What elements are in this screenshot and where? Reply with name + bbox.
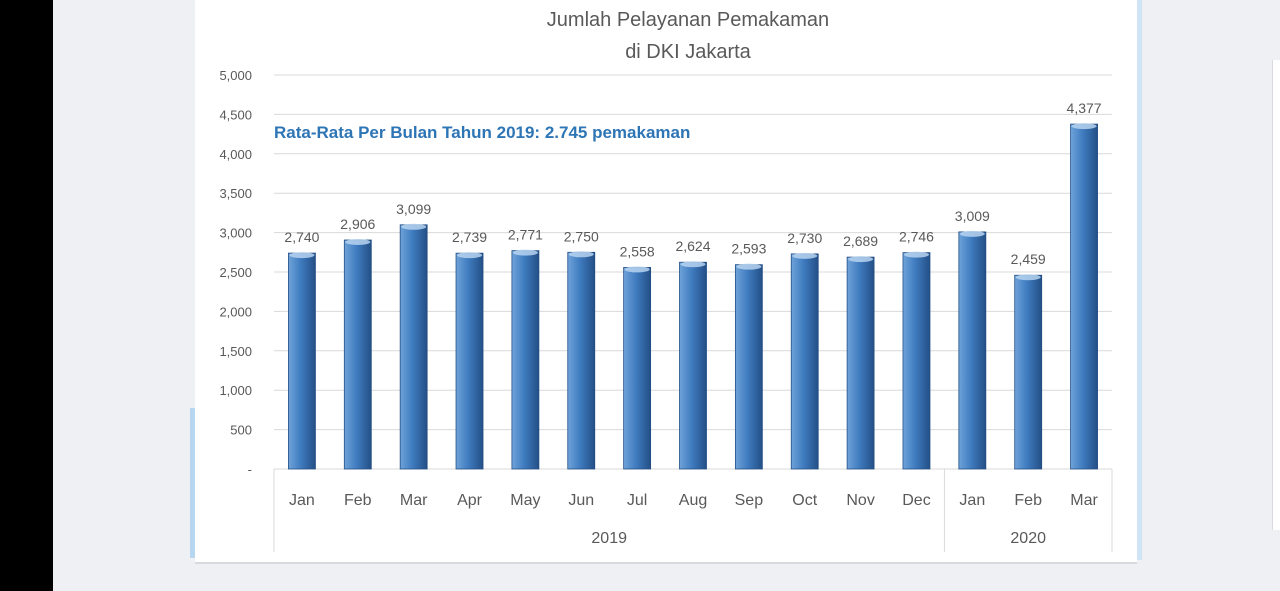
bar — [455, 252, 484, 470]
bar — [511, 250, 540, 470]
left-black-bar — [0, 0, 53, 591]
data-label: 2,750 — [564, 228, 599, 244]
data-label: 3,009 — [955, 208, 990, 224]
left-blue-edge — [190, 408, 195, 558]
x-tick-label: Jun — [568, 492, 594, 509]
y-tick-label: - — [248, 462, 252, 477]
bar-top-highlight — [401, 223, 427, 230]
bar — [734, 264, 763, 470]
bar-top-highlight — [345, 239, 371, 246]
group-label: 2019 — [591, 530, 627, 547]
data-label: 2,558 — [620, 243, 655, 259]
data-label: 2,771 — [508, 227, 543, 243]
bar-top-highlight — [792, 252, 818, 259]
x-tick-label: Jul — [627, 492, 647, 509]
bar — [567, 251, 596, 470]
bar — [343, 239, 372, 470]
bar — [790, 253, 819, 470]
x-tick-label: Sep — [735, 492, 764, 509]
chart-title-line1: Jumlah Pelayanan Pemakaman — [547, 9, 829, 31]
bar — [846, 256, 875, 470]
bar-top-highlight — [1015, 274, 1041, 281]
bar — [623, 267, 652, 470]
chart-title-line2: di DKI Jakarta — [625, 41, 751, 63]
bar-top-highlight — [680, 261, 706, 268]
data-label: 2,906 — [340, 216, 375, 232]
bar — [1070, 123, 1098, 470]
bar — [288, 252, 316, 470]
y-tick-label: 500 — [230, 423, 252, 438]
data-label: 2,739 — [452, 229, 487, 245]
x-tick-label: Aug — [679, 492, 707, 509]
data-label: 2,624 — [675, 238, 710, 254]
right-blue-edge — [1137, 0, 1142, 560]
data-label: 2,746 — [899, 229, 934, 245]
y-tick-label: 2,000 — [219, 304, 252, 319]
bar-top-highlight — [903, 251, 929, 258]
y-tick-label: 3,500 — [219, 186, 252, 201]
x-tick-label: May — [510, 492, 540, 509]
bar-top-highlight — [736, 263, 762, 270]
y-tick-label: 4,000 — [219, 147, 252, 162]
x-tick-label: Jan — [289, 492, 315, 509]
data-label: 2,730 — [787, 230, 822, 246]
x-tick-label: Mar — [1070, 492, 1098, 509]
x-tick-label: Feb — [1014, 492, 1042, 509]
bar-top-highlight — [1071, 123, 1097, 130]
average-annotation: Rata-Rata Per Bulan Tahun 2019: 2.745 pe… — [274, 123, 690, 142]
data-label: 4,377 — [1067, 100, 1102, 116]
y-tick-label: 2,500 — [219, 265, 252, 280]
data-label: 3,099 — [396, 201, 431, 217]
data-label: 2,593 — [731, 241, 766, 257]
y-tick-label: 4,500 — [219, 107, 252, 122]
y-tick-label: 5,000 — [219, 68, 252, 83]
bar-top-highlight — [959, 230, 985, 237]
x-tick-label: Oct — [792, 492, 817, 509]
bar-top-highlight — [568, 251, 594, 258]
right-panel-strip — [1272, 60, 1280, 530]
x-tick-label: Jan — [959, 492, 985, 509]
x-tick-label: Apr — [457, 492, 483, 509]
bar — [1014, 274, 1043, 470]
x-tick-label: Feb — [344, 492, 372, 509]
bar-top-highlight — [457, 252, 483, 259]
group-label: 2020 — [1010, 530, 1046, 547]
y-tick-label: 1,500 — [219, 344, 252, 359]
y-tick-label: 1,000 — [219, 383, 252, 398]
bar-top-highlight — [512, 249, 538, 256]
bar-top-highlight — [289, 252, 315, 259]
bar — [399, 224, 428, 470]
bar-top-highlight — [624, 266, 650, 273]
bar — [902, 252, 931, 470]
bar-top-highlight — [848, 256, 874, 263]
x-tick-label: Dec — [902, 492, 930, 509]
bar — [679, 261, 707, 470]
data-label: 2,689 — [843, 233, 878, 249]
data-label: 2,459 — [1011, 251, 1046, 267]
data-label: 2,740 — [284, 229, 319, 245]
x-tick-label: Nov — [846, 492, 874, 509]
bar — [958, 231, 987, 470]
y-tick-label: 3,000 — [219, 226, 252, 241]
x-tick-label: Mar — [400, 492, 428, 509]
